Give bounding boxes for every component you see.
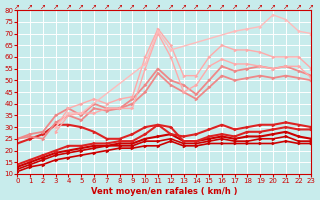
X-axis label: Vent moyen/en rafales ( km/h ): Vent moyen/en rafales ( km/h ) bbox=[91, 187, 238, 196]
